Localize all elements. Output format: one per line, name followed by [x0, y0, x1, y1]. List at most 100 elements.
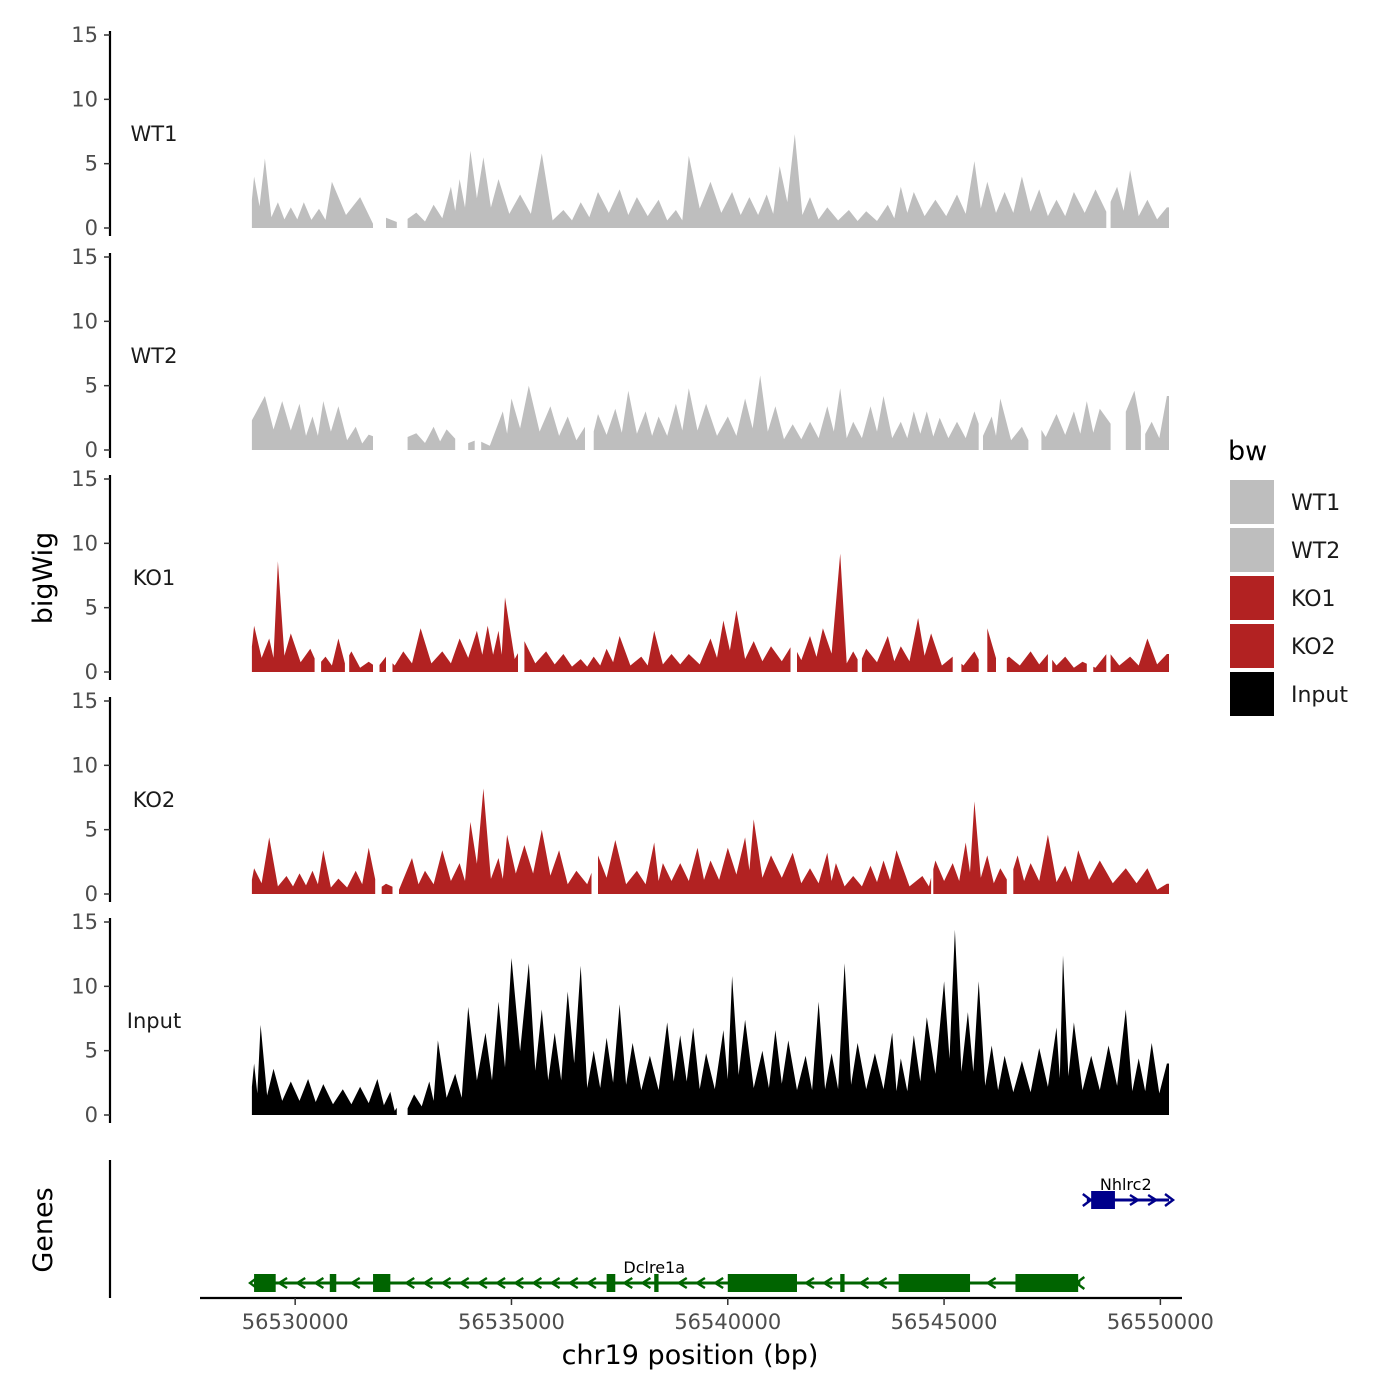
strand-arrow [349, 1276, 361, 1290]
strand-arrow [549, 1276, 561, 1290]
strand-arrow [1082, 1193, 1093, 1207]
y-tick-label: 5 [85, 1039, 98, 1063]
coverage-area-ko1 [392, 597, 518, 672]
coverage-area-ko1 [961, 651, 979, 672]
strand-arrow [694, 1276, 706, 1290]
coverage-area-ko1 [987, 628, 996, 672]
legend: bw WT1 WT2 KO1 KO2 Input [1228, 436, 1348, 716]
y-tick-label: 10 [71, 753, 98, 777]
gene-exon [840, 1274, 845, 1292]
y-tick-label: 5 [85, 152, 98, 176]
coverage-area-wt2 [1145, 396, 1169, 450]
gene-exon [654, 1274, 659, 1292]
y-tick-label: 5 [85, 818, 98, 842]
legend-swatch-wt1 [1230, 480, 1274, 524]
coverage-area-ko1 [1110, 638, 1169, 672]
coverage-area-ko1 [251, 561, 315, 672]
strand-arrow [422, 1276, 434, 1290]
strand-arrow [276, 1276, 288, 1290]
coverage-area-wt1 [251, 158, 373, 228]
legend-swatch-input [1230, 672, 1274, 716]
coverage-area-ko1 [1093, 654, 1107, 672]
track-input: 0 5 10 15 Input [71, 910, 1170, 1127]
y-tick-label: 15 [71, 689, 98, 713]
track-wt2: 0 5 10 15 WT2 [71, 245, 1169, 462]
legend-swatch-ko2 [1230, 624, 1274, 668]
y-tick-label: 0 [85, 1103, 98, 1127]
strand-arrow [985, 1276, 997, 1290]
x-tick-label: 56530000 [242, 1310, 349, 1334]
gene-exon [254, 1274, 276, 1292]
strand-arrow [294, 1276, 306, 1290]
gene-label: Nhlrc2 [1100, 1175, 1152, 1194]
coverage-area-ko1 [379, 656, 386, 672]
legend-swatch-wt2 [1230, 528, 1274, 572]
strand-arrow [494, 1276, 506, 1290]
gene-exon [1015, 1274, 1079, 1292]
coverage-area-input [251, 1024, 397, 1115]
strand-arrow [803, 1276, 815, 1290]
coverage-area-wt2 [593, 375, 979, 450]
y-tick-label: 15 [71, 467, 98, 491]
strand-arrow [512, 1276, 524, 1290]
coverage-area-ko1 [797, 553, 858, 672]
strand-arrow [440, 1276, 452, 1290]
x-axis-title: chr19 position (bp) [562, 1340, 819, 1371]
coverage-area-ko1 [861, 618, 953, 672]
coverage-area-wt2 [468, 440, 475, 450]
coverage-area-wt1 [386, 217, 397, 228]
gene-exon [1091, 1191, 1115, 1209]
strand-arrow [876, 1276, 888, 1290]
coverage-area-ko2 [1013, 834, 1169, 894]
coverage-area-ko1 [1052, 656, 1087, 672]
x-tick-label: 56540000 [674, 1310, 781, 1334]
coverage-area-wt2 [1041, 401, 1111, 450]
track-label: WT2 [131, 344, 178, 368]
coverage-area-wt1 [1110, 170, 1169, 228]
coverage-area-ko2 [598, 819, 932, 894]
y-tick-label: 15 [71, 245, 98, 269]
x-tick-label: 56535000 [458, 1310, 565, 1334]
coverage-area-ko1 [349, 651, 373, 672]
gene-exon [329, 1274, 337, 1292]
legend-label: WT1 [1291, 491, 1340, 516]
x-axis: 56530000 56535000 56540000 56545000 56550000 [200, 1296, 1214, 1334]
strand-arrow [585, 1276, 597, 1290]
genes-axis-title: Genes [28, 1187, 59, 1272]
strand-arrow [567, 1276, 579, 1290]
strand-arrow [1164, 1193, 1176, 1207]
coverage-area-wt2 [1125, 390, 1141, 450]
legend-swatch-ko1 [1230, 576, 1274, 620]
coverage-area-ko1 [1006, 651, 1048, 672]
gene-nhlrc2: Nhlrc2 [1082, 1175, 1176, 1209]
x-tick-label: 56545000 [891, 1310, 998, 1334]
y-tick-label: 0 [85, 216, 98, 240]
coverage-area-ko2 [381, 883, 393, 894]
legend-label: KO1 [1291, 587, 1336, 612]
strand-arrow [531, 1276, 543, 1290]
gene-exon [606, 1274, 616, 1292]
legend-title: bw [1228, 436, 1267, 467]
coverage-tracks: 0 5 10 15 WT1 0 5 10 15 WT2 0 5 10 15 KO1 0 5 10 15 KO2 0 5 10… [71, 23, 1170, 1127]
coverage-area-wt2 [481, 385, 585, 450]
coverage-area-ko2 [399, 788, 592, 894]
coverage-area-wt2 [407, 426, 456, 450]
strand-arrow [1129, 1193, 1141, 1207]
gene-dclre1a: Dclre1a [248, 1258, 1086, 1292]
strand-arrow [676, 1276, 688, 1290]
coverage-area-wt1 [407, 134, 1107, 228]
x-tick-label: 56550000 [1107, 1310, 1214, 1334]
legend-label: WT2 [1291, 539, 1340, 564]
legend-label: Input [1291, 683, 1348, 708]
coverage-area-ko2 [251, 837, 376, 894]
y-tick-label: 10 [71, 87, 98, 111]
coverage-area-input [407, 929, 1170, 1115]
y-tick-label: 0 [85, 438, 98, 462]
coverage-area-ko2 [933, 801, 1007, 894]
strand-arrow [458, 1276, 470, 1290]
strand-arrow [712, 1276, 724, 1290]
track-ko2: 0 5 10 15 KO2 [71, 689, 1169, 906]
strand-arrow [821, 1276, 833, 1290]
coverage-area-ko1 [321, 638, 345, 672]
y-tick-label: 10 [71, 531, 98, 555]
